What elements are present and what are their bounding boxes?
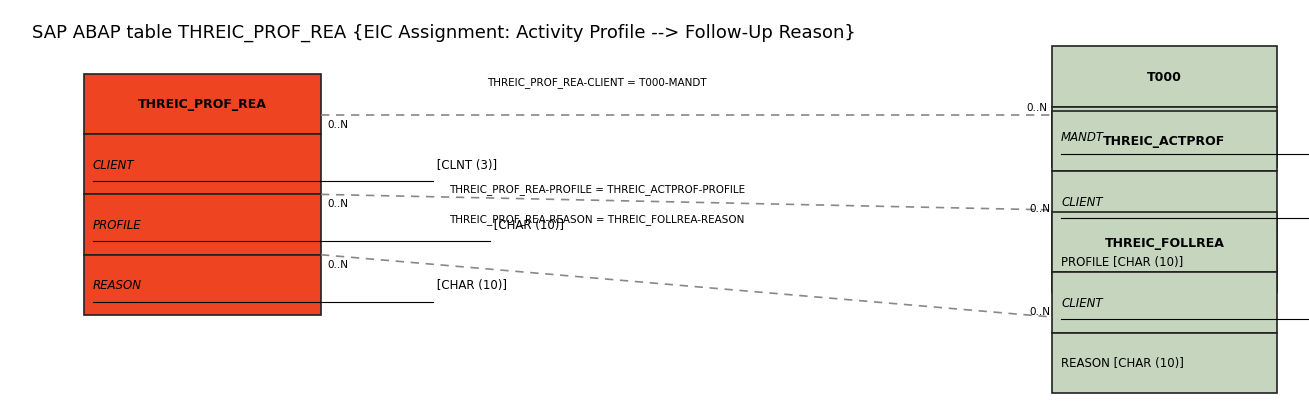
Bar bbox=[84, 195, 321, 255]
Bar bbox=[84, 74, 321, 135]
Text: CLIENT: CLIENT bbox=[93, 158, 134, 171]
Text: 0..N: 0..N bbox=[327, 120, 348, 130]
Text: THREIC_PROF_REA-PROFILE = THREIC_ACTPROF-PROFILE: THREIC_PROF_REA-PROFILE = THREIC_ACTPROF… bbox=[449, 184, 745, 195]
Text: [CLNT (3)]: [CLNT (3)] bbox=[433, 158, 497, 171]
Bar bbox=[1052, 111, 1276, 171]
Text: CLIENT: CLIENT bbox=[1062, 195, 1102, 208]
Text: [CHAR (10)]: [CHAR (10)] bbox=[490, 218, 564, 231]
Text: THREIC_PROF_REA-REASON = THREIC_FOLLREA-REASON: THREIC_PROF_REA-REASON = THREIC_FOLLREA-… bbox=[449, 213, 745, 225]
Text: THREIC_ACTPROF: THREIC_ACTPROF bbox=[1103, 135, 1225, 148]
Text: THREIC_FOLLREA: THREIC_FOLLREA bbox=[1105, 236, 1224, 249]
Text: SAP ABAP table THREIC_PROF_REA {EIC Assignment: Activity Profile --> Follow-Up R: SAP ABAP table THREIC_PROF_REA {EIC Assi… bbox=[33, 24, 856, 42]
Bar bbox=[1052, 171, 1276, 232]
Text: 0..N: 0..N bbox=[1026, 103, 1047, 112]
Bar bbox=[1052, 108, 1276, 168]
Text: 0..N: 0..N bbox=[327, 198, 348, 209]
Text: 0..N: 0..N bbox=[1029, 306, 1050, 317]
Bar bbox=[84, 255, 321, 315]
Text: REASON [CHAR (10)]: REASON [CHAR (10)] bbox=[1062, 357, 1185, 369]
Text: THREIC_PROF_REA-CLIENT = T000-MANDT: THREIC_PROF_REA-CLIENT = T000-MANDT bbox=[487, 77, 707, 88]
Bar bbox=[84, 135, 321, 195]
Text: T000: T000 bbox=[1147, 71, 1182, 84]
Bar bbox=[1052, 232, 1276, 292]
Bar bbox=[1052, 333, 1276, 393]
Text: MANDT: MANDT bbox=[1062, 131, 1105, 144]
Bar bbox=[1052, 47, 1276, 108]
Text: [CHAR (10)]: [CHAR (10)] bbox=[433, 279, 507, 292]
Text: 0..N: 0..N bbox=[327, 259, 348, 269]
Text: PROFILE: PROFILE bbox=[93, 218, 141, 231]
Text: 0..N: 0..N bbox=[1029, 204, 1050, 213]
Text: REASON: REASON bbox=[93, 279, 141, 292]
Text: CLIENT: CLIENT bbox=[1062, 296, 1102, 309]
Text: THREIC_PROF_REA: THREIC_PROF_REA bbox=[137, 98, 267, 111]
Bar bbox=[1052, 212, 1276, 272]
Bar bbox=[1052, 273, 1276, 333]
Text: PROFILE [CHAR (10)]: PROFILE [CHAR (10)] bbox=[1062, 256, 1183, 268]
